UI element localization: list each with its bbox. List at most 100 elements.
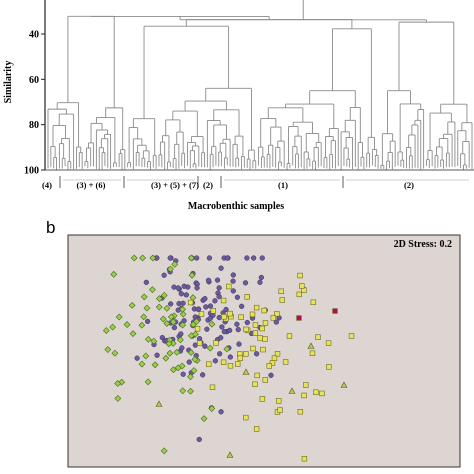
scatter-point: [303, 382, 309, 388]
scatter-point: [142, 352, 150, 360]
scatter-point: [208, 405, 216, 412]
scatter-point: [243, 414, 249, 421]
scatter-point: [143, 279, 149, 286]
scatter-point: [207, 303, 214, 309]
scatter-point: [227, 363, 234, 369]
scatter-point: [279, 297, 285, 303]
scatter-point: [230, 288, 236, 294]
scatter-point: [171, 260, 179, 268]
scatter-point: [175, 285, 181, 291]
scatter-point: [216, 294, 222, 300]
scatter-point: [252, 322, 259, 328]
scatter-point: [187, 373, 194, 381]
group-label: (3) + (5) + (7): [151, 180, 199, 190]
scatter-point: [203, 304, 209, 310]
scatter-point: [340, 381, 348, 388]
scatter-point: [140, 293, 148, 301]
scatter-point: [219, 324, 225, 330]
scatter-point: [150, 337, 158, 345]
scatter-point: [202, 296, 208, 302]
scatter-point: [130, 254, 138, 262]
scatter-point: [173, 348, 181, 356]
scatter-point: [140, 313, 148, 321]
dendrogram-y-label: Similarity: [3, 61, 14, 104]
scatter-point: [179, 387, 187, 395]
scatter-point: [218, 409, 224, 415]
scatter-point: [111, 349, 119, 357]
y-tick-label: 40: [29, 30, 39, 41]
scatter-point: [169, 339, 177, 347]
scatter-point: [218, 265, 224, 271]
scatter-point: [114, 380, 122, 387]
scatter-point: [210, 308, 217, 314]
scatter-point: [216, 314, 222, 321]
scatter-point: [268, 372, 274, 378]
scatter-point: [178, 291, 184, 297]
scatter-point: [155, 303, 163, 311]
scatter-point: [151, 361, 159, 369]
scatter-point: [221, 314, 227, 320]
scatter-point: [244, 294, 250, 300]
panel-label-b: b: [46, 218, 55, 237]
stress-annotation: 2D Stress: 0.2: [394, 239, 452, 250]
scatter-point: [160, 447, 168, 455]
scatter-point: [206, 255, 213, 261]
scatter-point: [226, 283, 232, 290]
scatter-point: [179, 321, 187, 329]
scatter-point: [277, 407, 283, 413]
scatter-point: [134, 355, 140, 361]
scatter-point: [187, 332, 195, 340]
mds-panel: b 2D Stress: 0.2: [46, 218, 461, 468]
scatter-point: [206, 344, 214, 352]
scatter-point: [187, 254, 195, 262]
scatter-point: [262, 336, 268, 342]
scatter-point: [191, 355, 199, 363]
scatter-point: [237, 355, 243, 361]
scatter-point: [181, 283, 187, 289]
scatter-point: [244, 255, 250, 261]
scatter-point: [207, 315, 213, 321]
scatter-point: [252, 381, 258, 387]
scatter-point: [194, 285, 200, 291]
scatter-point: [252, 330, 259, 336]
scatter-point: [270, 315, 277, 321]
dendrogram-y-ticks: 40 60 80 100: [24, 30, 45, 177]
scatter-point: [257, 335, 263, 341]
scatter-point: [307, 342, 315, 349]
scatter-point: [223, 306, 229, 313]
scatter-point: [179, 345, 185, 351]
scatter-point: [276, 398, 282, 404]
scatter-point: [209, 384, 216, 391]
scatter-point: [123, 321, 131, 329]
scatter-point: [325, 340, 332, 346]
scatter-point: [208, 320, 216, 328]
scatter-point: [166, 349, 174, 357]
scatter-point: [296, 315, 302, 321]
scatter-point: [260, 346, 266, 353]
scatter-point: [253, 304, 260, 311]
scatter-point: [274, 351, 281, 357]
scatter-point: [186, 359, 192, 365]
scatter-point: [195, 306, 201, 312]
scatter-point: [271, 355, 278, 361]
scatter-point: [223, 345, 231, 353]
scatter-point: [238, 314, 244, 320]
scatter-point: [301, 456, 308, 462]
scatter-point: [326, 364, 332, 370]
scatter-point: [274, 311, 280, 317]
scatter-point: [102, 327, 110, 334]
y-tick-label: 100: [24, 166, 39, 177]
scatter-point: [253, 426, 260, 432]
scatter-point: [297, 272, 303, 279]
scatter-point: [169, 366, 177, 374]
scatter-point: [200, 372, 206, 378]
scatter-point: [171, 324, 178, 331]
group-label: (2): [203, 180, 213, 190]
scatter-point: [171, 284, 177, 290]
scatter-point: [262, 377, 268, 383]
scatter-point: [235, 361, 241, 367]
scatter-point: [163, 304, 171, 312]
scatter-point: [187, 387, 194, 395]
scatter-point: [243, 326, 249, 333]
scatter-point: [259, 255, 265, 261]
